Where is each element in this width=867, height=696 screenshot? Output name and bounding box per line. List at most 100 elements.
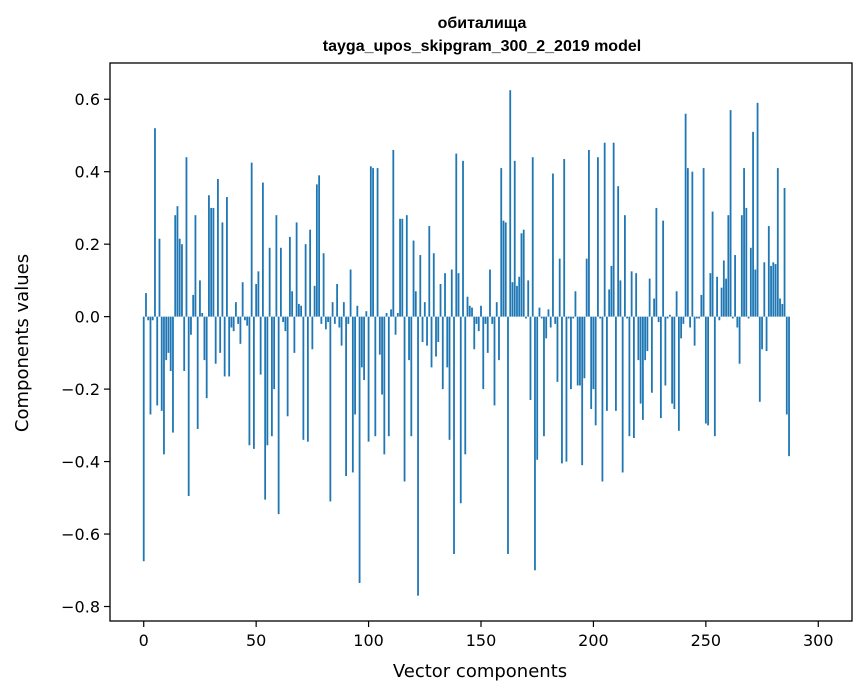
bar — [590, 316, 593, 410]
bar — [682, 316, 685, 324]
bar — [221, 222, 224, 317]
bar — [504, 222, 507, 317]
bar — [275, 215, 278, 317]
bar — [491, 316, 494, 324]
bar — [588, 149, 590, 317]
bar — [239, 316, 242, 344]
y-axis-label: Components values — [12, 254, 33, 432]
bar — [396, 313, 399, 317]
bar — [606, 316, 608, 411]
bar — [583, 316, 586, 379]
bar — [538, 307, 541, 317]
bar — [455, 153, 458, 317]
bar — [709, 273, 712, 317]
bar — [666, 316, 669, 319]
bar — [644, 316, 647, 361]
bar — [450, 269, 453, 317]
bar — [437, 316, 440, 342]
bar — [183, 316, 186, 371]
bar — [363, 316, 365, 381]
bar — [367, 316, 370, 442]
bar — [444, 273, 446, 317]
x-tick-label: 250 — [691, 631, 722, 650]
bar — [315, 184, 318, 317]
bar — [529, 316, 532, 400]
bar — [448, 316, 451, 440]
bar — [659, 316, 662, 419]
bar — [731, 316, 734, 319]
bar — [552, 173, 554, 317]
bar — [142, 316, 145, 562]
bar — [466, 296, 469, 317]
bar — [626, 316, 629, 319]
bar — [635, 273, 638, 317]
bar — [167, 316, 170, 353]
bar — [329, 316, 332, 502]
bar — [284, 316, 287, 332]
bar — [279, 247, 282, 317]
bar — [601, 316, 604, 482]
bar — [774, 264, 777, 317]
bar — [360, 316, 363, 368]
bar — [543, 316, 545, 437]
bar — [311, 316, 314, 350]
bar — [237, 316, 240, 324]
bar — [196, 316, 199, 429]
bar — [592, 316, 595, 390]
bar — [720, 287, 723, 317]
bar — [313, 285, 316, 317]
bar — [639, 316, 642, 404]
bar — [414, 291, 417, 317]
bar — [151, 316, 154, 321]
bar — [513, 160, 516, 317]
bar — [637, 316, 640, 361]
bar — [772, 262, 775, 317]
bar — [435, 316, 437, 357]
bar — [322, 253, 325, 317]
bar — [574, 291, 577, 317]
bar — [689, 316, 692, 328]
bar — [668, 314, 671, 317]
bar — [495, 302, 498, 317]
bar — [482, 316, 485, 390]
bar — [686, 168, 689, 317]
bar — [181, 244, 183, 317]
bar — [145, 293, 147, 317]
bar — [653, 298, 656, 317]
bar — [293, 316, 296, 353]
bar — [417, 316, 419, 596]
bar — [403, 316, 406, 482]
y-tick-label: −0.8 — [61, 598, 100, 617]
bar — [531, 157, 534, 317]
bar — [387, 316, 390, 437]
bar — [430, 316, 433, 368]
bar — [230, 316, 233, 328]
bar — [545, 316, 548, 339]
bar — [558, 258, 561, 317]
bar — [410, 316, 413, 437]
bar — [556, 316, 559, 382]
bar — [554, 316, 557, 324]
y-tick-label: 0.0 — [75, 308, 100, 327]
bar — [405, 215, 408, 317]
bar — [212, 207, 215, 317]
bar — [572, 316, 575, 319]
bar — [192, 294, 195, 317]
bar — [244, 316, 246, 321]
bar — [563, 159, 566, 317]
bar — [549, 316, 552, 328]
x-axis-label: Vector components — [393, 661, 567, 682]
bar — [684, 113, 687, 317]
bar — [347, 316, 350, 324]
bar — [174, 215, 177, 317]
bar — [641, 316, 644, 420]
bar — [457, 273, 460, 317]
bar — [381, 316, 383, 395]
bar — [421, 316, 424, 342]
bar — [628, 316, 631, 437]
bar — [169, 316, 172, 371]
bar — [480, 305, 482, 317]
bar — [356, 305, 359, 317]
bar — [248, 316, 251, 446]
bar — [765, 316, 768, 352]
